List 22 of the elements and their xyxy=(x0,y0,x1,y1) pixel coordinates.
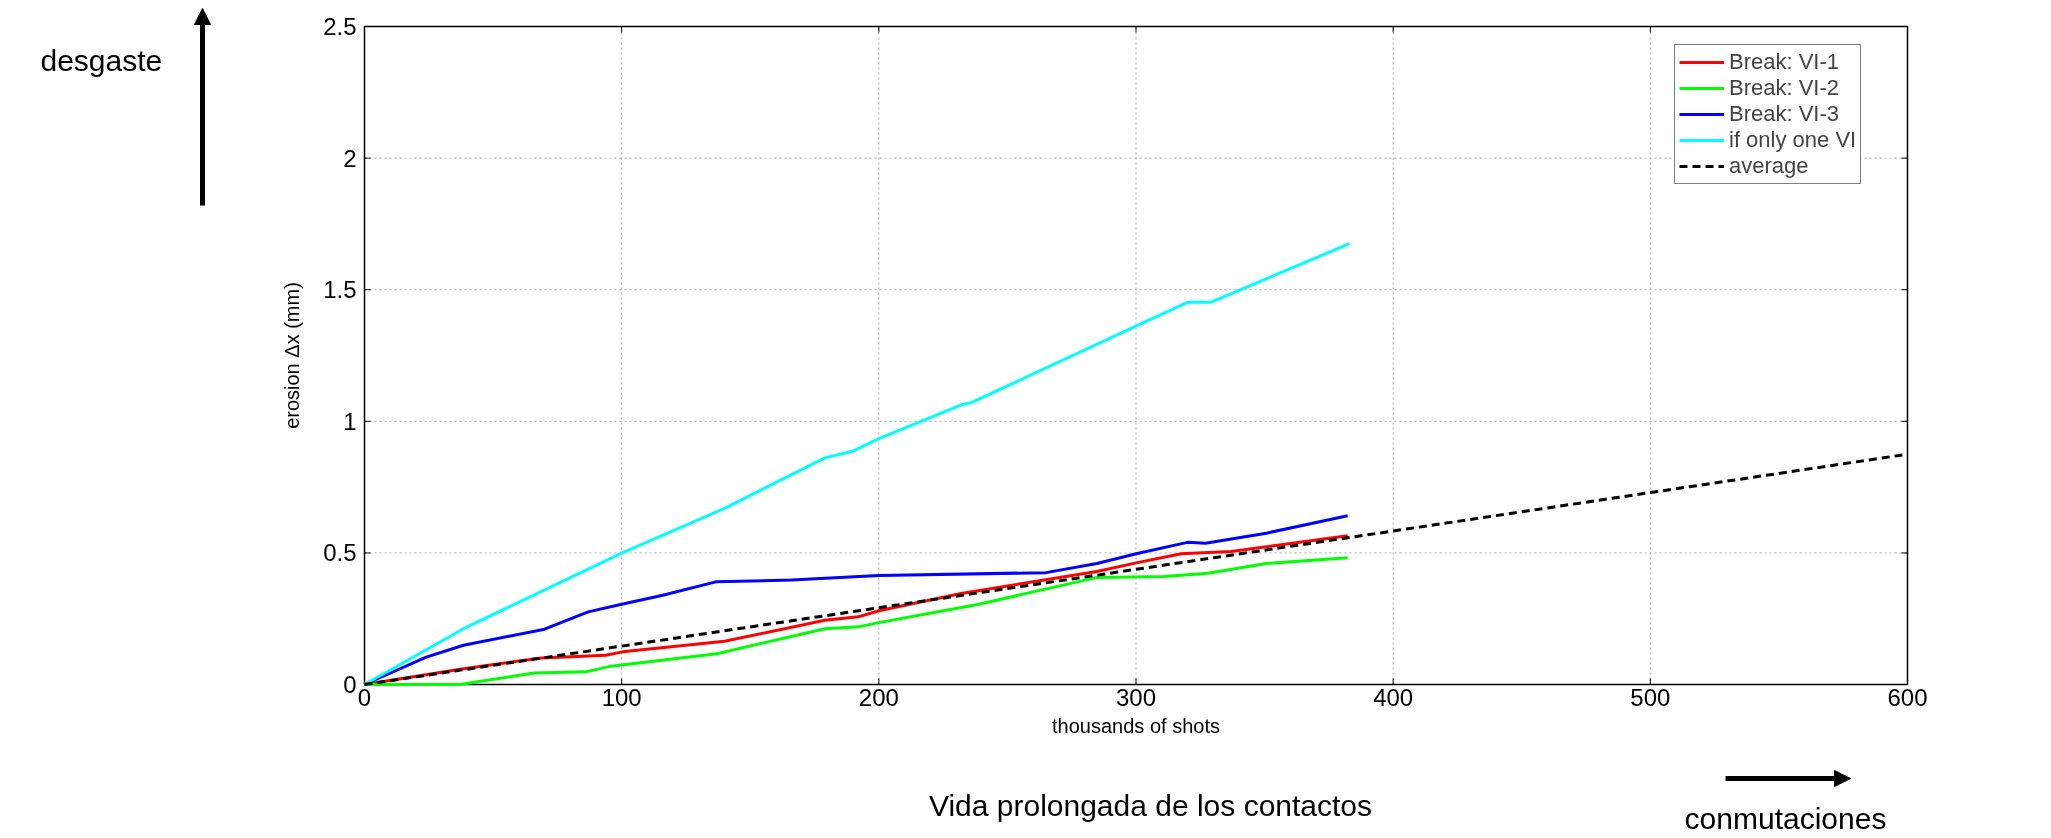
y-tick-label: 1.5 xyxy=(323,276,357,304)
legend-label: Break: VI-1 xyxy=(1729,49,1840,75)
y-tick-label: 2 xyxy=(343,144,357,172)
y-tick-label: 2.5 xyxy=(323,13,357,40)
y-tick-label: 1 xyxy=(343,407,357,435)
x-tick-label: 100 xyxy=(601,683,642,711)
x-tick-label: 400 xyxy=(1373,683,1414,711)
x-tick-label: 200 xyxy=(858,683,899,711)
x-tick-label: 500 xyxy=(1630,683,1671,711)
line-series xyxy=(363,242,1351,686)
x-tick-label: 600 xyxy=(1887,683,1928,711)
text: desgaste xyxy=(40,44,163,77)
y-tick-label: 0.5 xyxy=(323,539,357,567)
y-axis-title: erosion Δx (mm) xyxy=(280,282,303,429)
text: conmutaciones xyxy=(1684,802,1887,835)
legend-label: Break: VI-2 xyxy=(1729,75,1840,101)
x-tick-label: 300 xyxy=(1115,683,1157,711)
legend-label: Break: VI-3 xyxy=(1729,101,1840,127)
x-axis-title: thousands of shots xyxy=(1052,714,1220,737)
text: Vida prolongada de los contactos xyxy=(928,789,1373,822)
legend-label: if only one VI xyxy=(1729,127,1857,153)
legend-label: average xyxy=(1729,153,1809,179)
